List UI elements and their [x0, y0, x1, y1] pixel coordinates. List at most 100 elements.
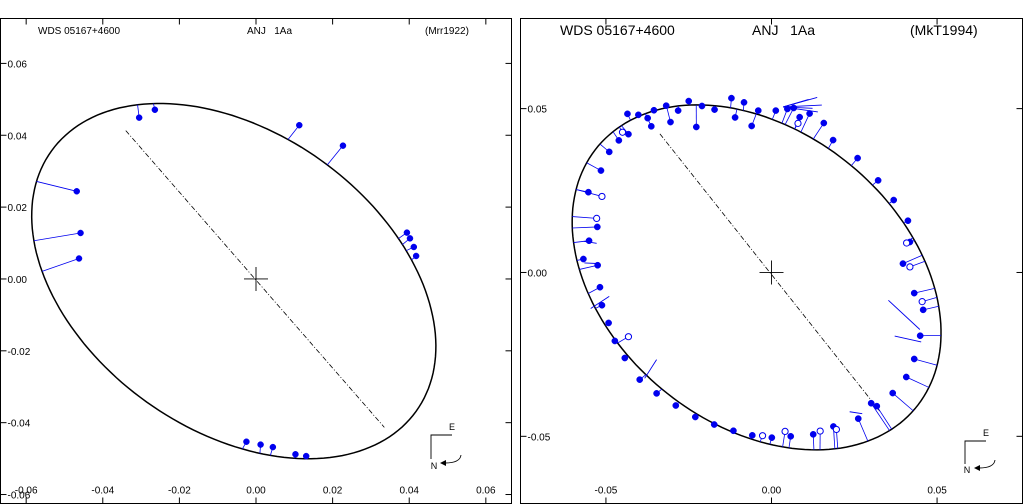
observation-filled-point [728, 94, 735, 102]
observation-filled-point [902, 373, 910, 381]
primary-star-cross [244, 266, 268, 291]
compass-north-east-bracket [964, 440, 986, 464]
observation-filled-point [910, 355, 918, 363]
observation-filled-point [772, 107, 780, 114]
x-tick-label: 0.05 [927, 486, 947, 497]
observation-filled-point [730, 427, 737, 435]
compass-east-label: E [983, 428, 989, 438]
observation-filled-point [889, 389, 897, 397]
residual-line [902, 254, 923, 264]
observation-filled-point [412, 252, 420, 260]
observation-open-point [598, 192, 606, 201]
observation-filled-point [874, 177, 882, 184]
x-tick-label: 0.02 [323, 486, 343, 497]
plot-frame [0, 18, 512, 504]
observation-filled-point [787, 432, 795, 440]
primary-star-cross [759, 260, 784, 285]
compass-rotation-arrow [444, 454, 462, 464]
residual-line [849, 411, 863, 415]
observation-filled-point [820, 119, 828, 127]
y-tick-label: 0.00 [8, 275, 28, 286]
compass-rose: E N [430, 422, 462, 471]
orbit-plot-mrr1922: WDS 05167+4600 ANJ 1Aa (Mrr1922) -0.06 -0… [0, 18, 512, 504]
orbit-plot-mkt1994: WDS 05167+4600 ANJ 1Aa (MkT1994) -0.05 0.… [520, 18, 1023, 504]
observation-filled-point [621, 354, 629, 362]
compass-arrowhead [974, 465, 980, 471]
observation-filled-point [748, 122, 755, 130]
residual-line [36, 181, 77, 192]
observation-filled-point [624, 110, 631, 118]
residual-line [888, 299, 921, 330]
observation-filled-point [597, 167, 605, 174]
compass-arrowhead [440, 460, 446, 466]
y-tick-label: 0.06 [8, 59, 28, 70]
residual-line [33, 232, 81, 242]
observation-filled-point [135, 114, 143, 121]
y-axis-ticks: 0.05 0.00 -0.05 [520, 105, 1023, 443]
observation-filled-point [740, 99, 748, 106]
observation-filled-point [672, 402, 680, 409]
x-tick-label: -0.05 [595, 486, 618, 497]
observation-filled-point [585, 237, 593, 245]
observation-filled-point [403, 229, 411, 236]
x-axis-ticks: -0.06 -0.04 -0.02 0.00 0.02 0.04 0.06 [15, 18, 496, 504]
observation-filled-point [653, 390, 660, 397]
line-of-nodes [125, 130, 385, 428]
observation-filled-point [806, 110, 813, 117]
observation-filled-point [406, 235, 414, 242]
x-tick-label: -0.04 [91, 486, 114, 497]
observation-filled-point [698, 102, 706, 110]
observation-open-point [816, 427, 824, 435]
header-star-id: WDS 05167+4600 [38, 26, 120, 37]
observation-filled-point [292, 451, 299, 458]
y-tick-label: -0.05 [528, 432, 551, 443]
compass-rose: E N [964, 428, 996, 475]
observation-filled-point [650, 106, 658, 114]
y-tick-label: -0.04 [8, 419, 31, 430]
observation-filled-point [662, 102, 670, 110]
residual-line [590, 296, 610, 309]
header-reference: (MkT1994) [910, 22, 978, 38]
observations [580, 94, 927, 441]
y-tick-label: 0.00 [528, 268, 548, 279]
observation-filled-point [243, 438, 250, 445]
x-tick-label: 0.00 [762, 486, 782, 497]
residual-line [892, 392, 914, 412]
observation-filled-point [867, 399, 875, 407]
orbit-ellipse [571, 104, 942, 451]
observation-filled-point [748, 431, 756, 439]
x-tick-label: 0.00 [246, 486, 266, 497]
y-tick-label: 0.04 [8, 131, 28, 142]
observation-filled-point [710, 421, 718, 428]
observation-filled-point [691, 413, 699, 421]
orbit-ellipse [30, 102, 437, 460]
residual-line [572, 226, 598, 229]
observation-filled-point [635, 111, 642, 119]
observation-filled-point [269, 443, 277, 451]
observation-open-point [918, 298, 926, 306]
observation-filled-point [809, 431, 817, 438]
observation-filled-point [674, 107, 682, 114]
observation-filled-point [410, 243, 418, 251]
observation-filled-point [625, 130, 632, 138]
observation-filled-point [685, 97, 693, 105]
header-star-id: WDS 05167+4600 [560, 22, 675, 38]
x-tick-label: 0.04 [399, 486, 419, 497]
x-axis-ticks: -0.05 0.00 0.05 [595, 18, 947, 504]
observation-filled-point [636, 376, 644, 383]
observation-filled-point [919, 306, 927, 314]
observation-open-point [906, 263, 914, 271]
residual-line [914, 287, 935, 294]
observation-filled-point [667, 118, 674, 126]
observation-filled-point [615, 137, 623, 144]
observation-filled-point [594, 261, 602, 269]
y-tick-label: -0.02 [8, 347, 31, 358]
observation-open-point [781, 427, 789, 436]
compass-north-east-bracket [430, 434, 452, 459]
compass-rotation-arrow [978, 459, 996, 469]
observation-filled-point [829, 136, 837, 144]
observation-filled-point [605, 319, 612, 327]
observation-filled-point [790, 104, 798, 112]
header-component: ANJ 1Aa [752, 22, 815, 38]
observation-filled-point [77, 229, 84, 237]
